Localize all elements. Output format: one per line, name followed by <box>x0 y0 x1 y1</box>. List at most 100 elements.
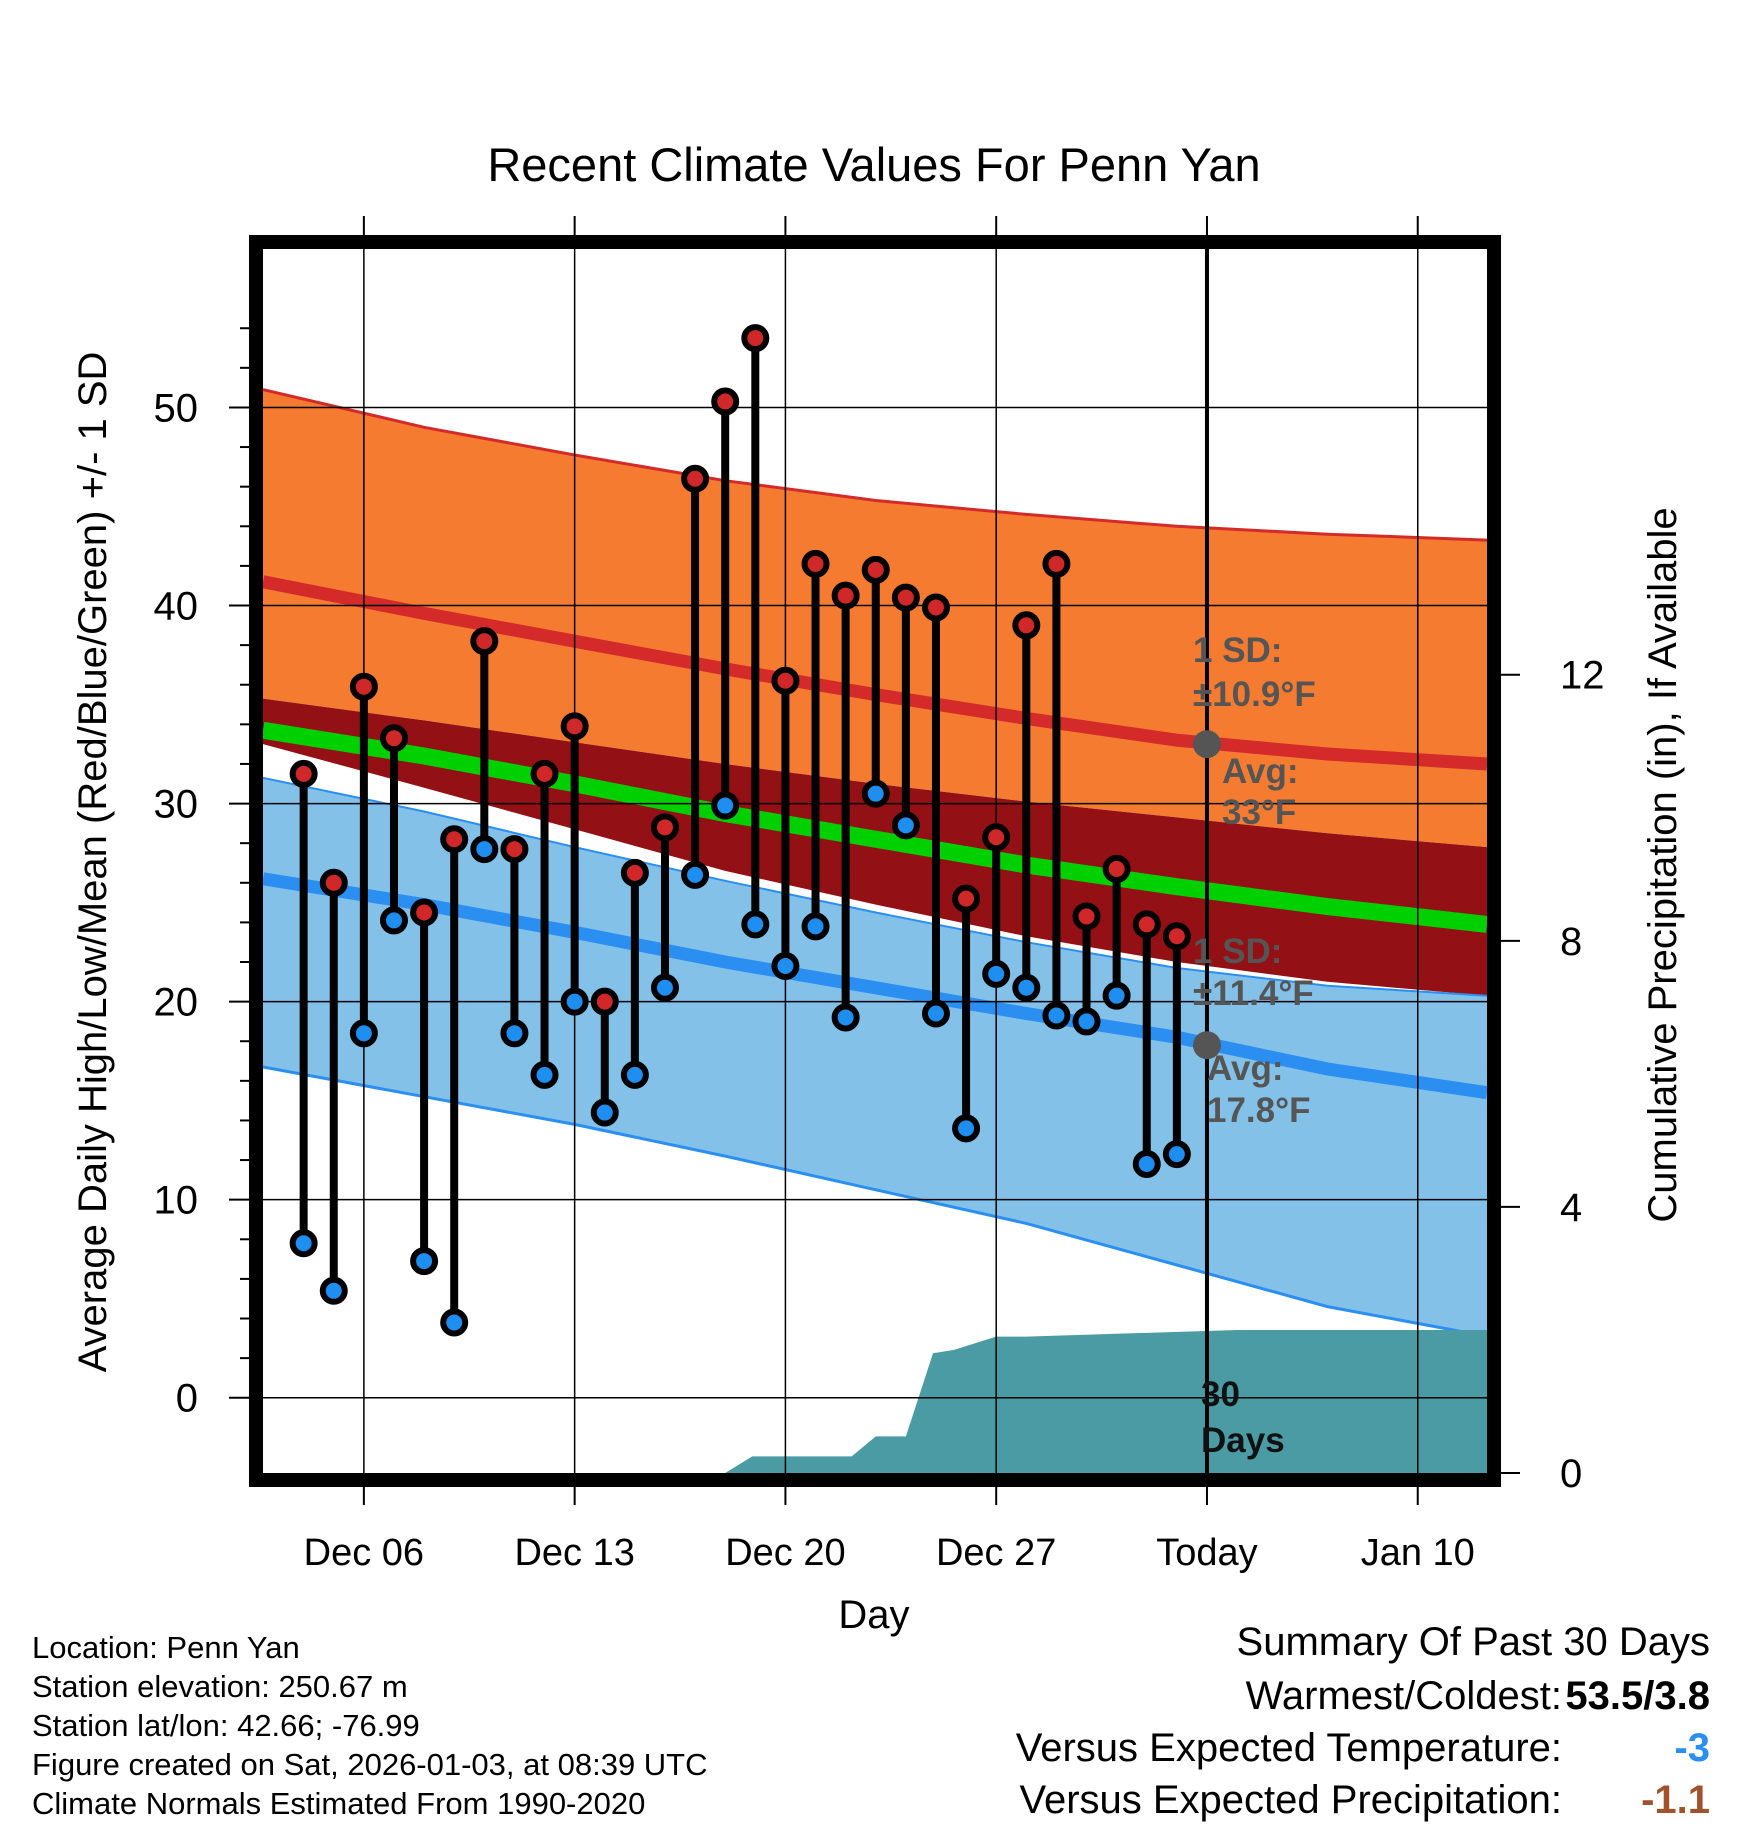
low-point <box>530 1060 559 1089</box>
summary-panel: Summary Of Past 30 Days Warmest/Coldest:… <box>810 1620 1710 1830</box>
high-point <box>470 627 499 656</box>
y2-axis-label: Cumulative Precipitation (in), If Availa… <box>1641 507 1685 1222</box>
low-point <box>1102 981 1131 1010</box>
low-point <box>741 910 770 939</box>
low-point <box>650 973 679 1002</box>
high-point <box>741 324 770 353</box>
high-point <box>831 581 860 610</box>
summary-precip: Versus Expected Precipitation: -1.1 <box>810 1778 1710 1830</box>
low-point <box>590 1098 619 1127</box>
high-point <box>620 858 649 887</box>
low-sd-label: 1 SD: <box>1193 932 1282 971</box>
high-point <box>440 825 469 854</box>
high-point <box>1042 549 1071 578</box>
low-point <box>379 906 408 935</box>
low-point <box>440 1308 469 1337</box>
high-point <box>530 759 559 788</box>
summary-warmest-coldest: Warmest/Coldest: 53.5/3.8 <box>810 1674 1710 1726</box>
high-point <box>379 724 408 753</box>
x-tick-label: Dec 20 <box>725 1532 845 1574</box>
high-point <box>349 672 378 701</box>
y-tick-label: 40 <box>154 585 199 629</box>
low-point <box>410 1247 439 1276</box>
high-upper-sd-line <box>263 388 1487 542</box>
high-point <box>952 884 981 913</box>
high-point <box>500 835 529 864</box>
low-point <box>1132 1150 1161 1179</box>
low-avg-label: Avg: <box>1207 1049 1283 1088</box>
high-point <box>1102 854 1131 883</box>
low-avg-marker <box>1192 1031 1221 1060</box>
warmest-coldest-value: 53.5/3.8 <box>1565 1674 1710 1718</box>
low-point <box>289 1229 318 1258</box>
low-point <box>921 999 950 1028</box>
latlon-text: Station lat/lon: 42.66; -76.99 <box>32 1708 420 1743</box>
low-point <box>319 1276 348 1305</box>
high-point <box>560 712 589 741</box>
low-point <box>771 951 800 980</box>
low-point <box>620 1060 649 1089</box>
high-sd-label: 1 SD: <box>1193 631 1282 670</box>
high-point <box>771 666 800 695</box>
warmest-coldest-label: Warmest/Coldest: <box>1245 1674 1562 1718</box>
high-point <box>861 555 890 584</box>
high-point <box>410 898 439 927</box>
y-tick-label: 10 <box>154 1179 199 1223</box>
low-point <box>831 1003 860 1032</box>
low-point <box>861 779 890 808</box>
low-sd-value: ±11.4°F <box>1193 974 1314 1013</box>
x-tick-label: Jan 10 <box>1361 1532 1475 1574</box>
x-axis: Dec 06 Dec 13 Dec 20 Dec 27 Today Jan 10 <box>304 216 1475 1574</box>
low-upper-sd-line <box>263 776 1487 997</box>
low-point <box>470 835 499 864</box>
precip-period-unit: Days <box>1201 1421 1285 1460</box>
mean-normal-line <box>263 721 1487 933</box>
temp-anomaly-label: Versus Expected Temperature: <box>1015 1726 1562 1770</box>
annotations: 1 SD: ±10.9°F Avg: 33°F 1 SD: ±11.4°F Av… <box>1193 631 1316 1460</box>
low-point <box>349 1019 378 1048</box>
low-point <box>1012 973 1041 1002</box>
low-point <box>982 959 1011 988</box>
high-point <box>289 759 318 788</box>
low-point <box>952 1114 981 1143</box>
x-tick-label: Today <box>1156 1532 1257 1574</box>
low-point <box>891 811 920 840</box>
high-avg-value: 33°F <box>1222 793 1296 832</box>
temp-anomaly-value: -3 <box>1674 1726 1710 1770</box>
high-point <box>681 464 710 493</box>
precip-period-label: 30 <box>1201 1375 1240 1414</box>
high-avg-marker <box>1192 730 1221 759</box>
chart-title: Recent Climate Values For Penn Yan <box>487 138 1260 191</box>
y2-axis: 0 4 8 12 <box>1501 654 1605 1496</box>
low-point <box>711 791 740 820</box>
low-sd-band <box>263 777 1487 1337</box>
created-text: Figure created on Sat, 2026-01-03, at 08… <box>32 1747 708 1782</box>
elevation-text: Station elevation: 250.67 m <box>32 1669 408 1704</box>
y-axis-label: Average Daily High/Low/Mean (Red/Blue/Gr… <box>71 352 115 1373</box>
location-text: Location: Penn Yan <box>32 1630 300 1665</box>
low-point <box>1162 1140 1191 1169</box>
high-avg-label: Avg: <box>1222 752 1298 791</box>
normals-text: Climate Normals Estimated From 1990-2020 <box>32 1786 646 1821</box>
high-point <box>982 823 1011 852</box>
low-point <box>681 860 710 889</box>
x-tick-label: Dec 13 <box>514 1532 634 1574</box>
summary-heading: Summary Of Past 30 Days <box>1236 1620 1710 1664</box>
y-tick-label: 30 <box>154 783 199 827</box>
low-point <box>1072 1007 1101 1036</box>
high-point <box>1012 611 1041 640</box>
y2-tick-label: 12 <box>1560 654 1605 698</box>
low-point <box>1042 1001 1071 1030</box>
precip-anomaly-value: -1.1 <box>1641 1778 1710 1822</box>
y2-tick-label: 0 <box>1560 1452 1582 1496</box>
low-point <box>500 1019 529 1048</box>
low-lower-sd-line <box>263 1065 1487 1338</box>
summary-temp: Versus Expected Temperature: -3 <box>810 1726 1710 1778</box>
low-point <box>560 987 589 1016</box>
high-point <box>319 868 348 897</box>
high-point <box>921 593 950 622</box>
high-point <box>590 987 619 1016</box>
precip-area <box>725 1330 1487 1473</box>
y2-tick-label: 4 <box>1560 1186 1582 1230</box>
